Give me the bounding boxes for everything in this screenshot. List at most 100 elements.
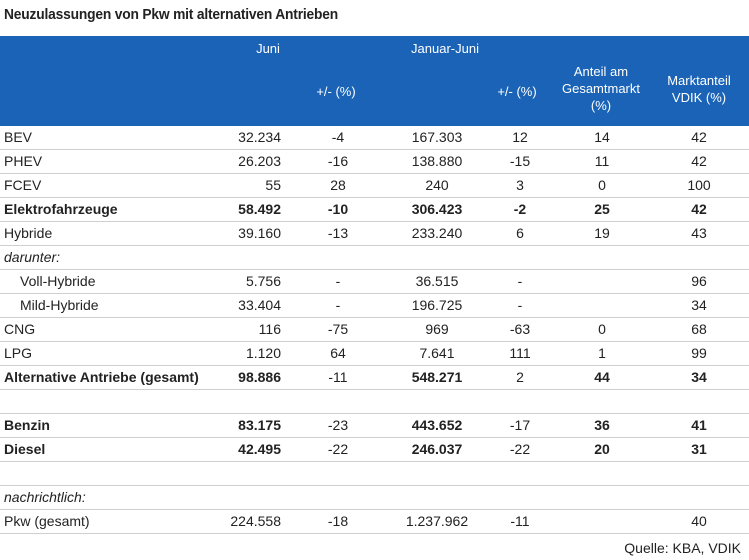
- table-row: LPG 1.120 64 7.641 111 1 99: [0, 342, 749, 366]
- cell-change-januar-juni: 2: [516, 369, 524, 385]
- cell-juni: 224.558: [230, 513, 281, 529]
- cell-change-juni: -11: [328, 369, 348, 385]
- registrations-table: Juni Januar-Juni +/- (%) +/- (%) Anteil …: [0, 36, 749, 534]
- cell-januar-juni: 969: [425, 321, 449, 337]
- source-note: Quelle: KBA, VDIK: [624, 540, 741, 556]
- cell-marktanteil: 99: [691, 345, 707, 361]
- table-row: Diesel 42.495 -22 246.037 -22 20 31: [0, 438, 749, 462]
- cell-change-juni: -16: [327, 153, 349, 169]
- cell-juni: 26.203: [238, 153, 281, 169]
- header-change-januar-juni: +/- (%): [497, 84, 537, 99]
- cell-januar-juni: 233.240: [411, 225, 463, 241]
- cell-juni: 5.756: [245, 273, 281, 289]
- row-label: LPG: [4, 345, 33, 361]
- row-label: Voll-Hybride: [20, 273, 96, 289]
- cell-change-januar-juni: 111: [509, 345, 531, 361]
- cell-januar-juni: 306.423: [411, 201, 463, 217]
- cell-januar-juni: 196.725: [411, 297, 463, 313]
- cell-anteil: 19: [594, 225, 610, 241]
- cell-change-januar-juni: -22: [509, 441, 531, 457]
- cell-juni: 32.234: [238, 129, 281, 145]
- header-marktanteil-vdik: Marktanteil VDIK (%): [667, 73, 731, 105]
- cell-change-januar-juni: -63: [509, 321, 531, 337]
- row-label: FCEV: [4, 177, 42, 193]
- cell-juni: 33.404: [238, 297, 281, 313]
- table-title: Neuzulassungen von Pkw mit alternativen …: [4, 6, 339, 23]
- cell-change-januar-juni: -15: [509, 153, 531, 169]
- cell-januar-juni: 138.880: [411, 153, 463, 169]
- table-row-total: Alternative Antriebe (gesamt) 98.886 -11…: [0, 366, 749, 390]
- cell-change-januar-juni: 6: [516, 225, 524, 241]
- cell-anteil: 20: [594, 441, 610, 457]
- cell-change-juni: -10: [327, 201, 349, 217]
- cell-anteil: 25: [594, 201, 610, 217]
- row-label: Mild-Hybride: [20, 297, 99, 313]
- cell-change-juni: -: [335, 273, 341, 289]
- row-label: Diesel: [4, 441, 46, 457]
- row-label: CNG: [4, 321, 36, 337]
- cell-marktanteil: 34: [691, 369, 707, 385]
- table-row: Hybride 39.160 -13 233.240 6 19 43: [0, 222, 749, 246]
- cell-januar-juni: 7.641: [419, 345, 455, 361]
- cell-juni: 98.886: [238, 369, 281, 385]
- cell-juni: 116: [258, 321, 281, 337]
- cell-change-juni: -: [335, 297, 341, 313]
- cell-juni: 83.175: [238, 417, 281, 433]
- cell-marktanteil: 43: [691, 225, 707, 241]
- header-januar-juni: Januar-Juni: [411, 41, 479, 56]
- cell-anteil: 11: [594, 153, 610, 169]
- cell-juni: 1.120: [245, 345, 281, 361]
- row-label: Hybride: [4, 225, 53, 241]
- table-row: Benzin 83.175 -23 443.652 -17 36 41: [0, 414, 749, 438]
- table-header: Juni Januar-Juni +/- (%) +/- (%) Anteil …: [0, 36, 749, 126]
- row-label: Pkw (gesamt): [4, 513, 90, 529]
- table-row-subheading: nachrichtlich:: [0, 486, 749, 510]
- cell-change-juni: 28: [330, 177, 346, 193]
- cell-change-juni: 64: [330, 345, 346, 361]
- row-label: darunter:: [4, 249, 61, 265]
- cell-januar-juni: 443.652: [411, 417, 463, 433]
- cell-januar-juni: 548.271: [411, 369, 463, 385]
- cell-juni: 55: [265, 177, 281, 193]
- table-row-spacer: [0, 462, 749, 486]
- row-label: PHEV: [4, 153, 43, 169]
- cell-anteil: 36: [594, 417, 610, 433]
- table-row-total: Elektrofahrzeuge 58.492 -10 306.423 -2 2…: [0, 198, 749, 222]
- cell-marktanteil: 41: [691, 417, 707, 433]
- row-label: Alternative Antriebe (gesamt): [4, 369, 199, 385]
- header-change-juni: +/- (%): [316, 84, 356, 99]
- cell-marktanteil: 42: [691, 153, 707, 169]
- cell-anteil: 44: [594, 369, 610, 385]
- row-label: BEV: [4, 129, 33, 145]
- header-anteil-gesamtmarkt: Anteil am Gesamtmarkt (%): [561, 64, 640, 113]
- cell-change-juni: -13: [327, 225, 349, 241]
- cell-marktanteil: 68: [691, 321, 707, 337]
- table-row-subheading: darunter:: [0, 246, 749, 270]
- cell-change-januar-juni: -: [517, 297, 523, 313]
- cell-juni: 42.495: [238, 441, 281, 457]
- row-label: nachrichtlich:: [4, 489, 86, 505]
- cell-marktanteil: 96: [691, 273, 707, 289]
- cell-januar-juni: 246.037: [411, 441, 463, 457]
- cell-juni: 39.160: [238, 225, 281, 241]
- cell-juni: 58.492: [238, 201, 281, 217]
- cell-marktanteil: 40: [691, 513, 707, 529]
- table-row: PHEV 26.203 -16 138.880 -15 11 42: [0, 150, 749, 174]
- table-row: FCEV 55 28 240 3 0 100: [0, 174, 749, 198]
- table-row-spacer: [0, 390, 749, 414]
- cell-change-juni: -22: [327, 441, 349, 457]
- cell-januar-juni: 1.237.962: [405, 513, 469, 529]
- cell-marktanteil: 100: [687, 177, 711, 193]
- cell-anteil: 1: [598, 345, 606, 361]
- table-row: Pkw (gesamt) 224.558 -18 1.237.962 -11 4…: [0, 510, 749, 534]
- cell-januar-juni: 167.303: [411, 129, 463, 145]
- cell-change-januar-juni: 12: [512, 129, 528, 145]
- cell-marktanteil: 31: [691, 441, 707, 457]
- cell-januar-juni: 240: [425, 177, 449, 193]
- cell-anteil: 0: [598, 321, 606, 337]
- table-row: Mild-Hybride 33.404 - 196.725 - 34: [0, 294, 749, 318]
- cell-change-januar-juni: -2: [513, 201, 527, 217]
- table-body: BEV 32.234 -4 167.303 12 14 42 PHEV 26.2…: [0, 126, 749, 534]
- cell-marktanteil: 42: [691, 129, 707, 145]
- table-row: BEV 32.234 -4 167.303 12 14 42: [0, 126, 749, 150]
